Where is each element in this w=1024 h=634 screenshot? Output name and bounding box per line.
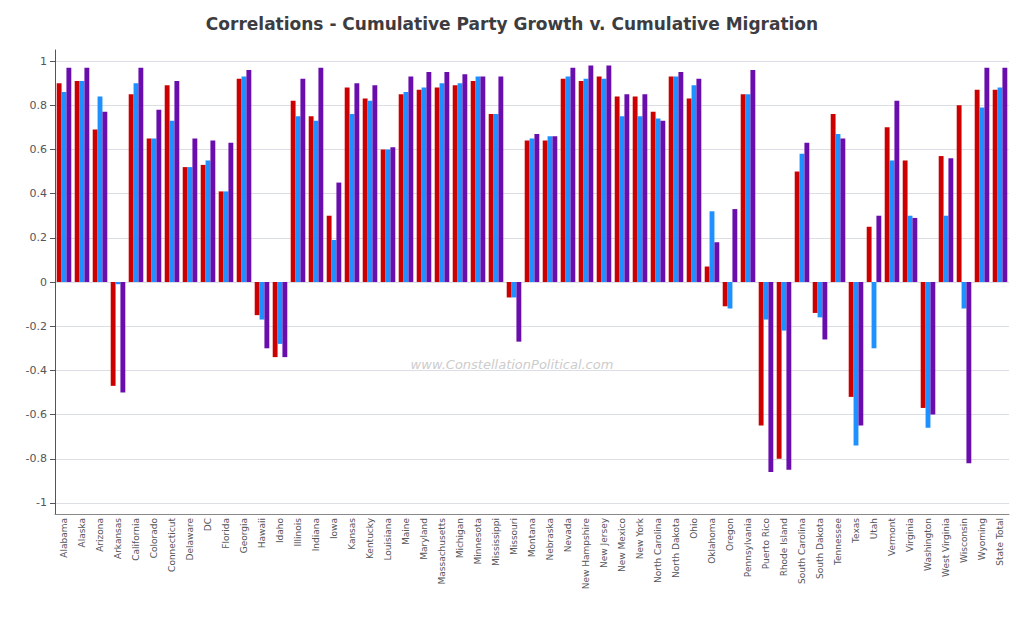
svg-text:Puerto Rico: Puerto Rico: [761, 518, 771, 570]
svg-text:Oklahoma: Oklahoma: [707, 518, 717, 564]
svg-text:0.2: 0.2: [30, 231, 48, 244]
svg-text:0: 0: [40, 276, 47, 289]
svg-text:www.ConstellationPolitical.com: www.ConstellationPolitical.com: [411, 357, 614, 372]
svg-text:Florida: Florida: [221, 518, 231, 549]
svg-text:-0.8: -0.8: [26, 452, 47, 465]
svg-text:New Hampshire: New Hampshire: [581, 518, 591, 590]
svg-text:South Dakota: South Dakota: [815, 518, 825, 579]
svg-text:0.4: 0.4: [30, 187, 48, 200]
svg-text:New Jersey: New Jersey: [599, 517, 609, 568]
svg-text:North Dakota: North Dakota: [671, 518, 681, 578]
svg-text:Louisiana: Louisiana: [383, 518, 393, 561]
svg-text:Nebraska: Nebraska: [545, 518, 555, 560]
svg-text:North Carolina: North Carolina: [653, 518, 663, 583]
svg-text:Oregon: Oregon: [725, 518, 735, 551]
svg-text:Texas: Texas: [851, 518, 861, 544]
svg-text:State Total: State Total: [995, 518, 1005, 566]
svg-text:Indiana: Indiana: [311, 518, 321, 551]
svg-text:Delaware: Delaware: [185, 518, 195, 561]
svg-text:Nevada: Nevada: [563, 518, 573, 552]
svg-text:Maryland: Maryland: [419, 518, 429, 560]
svg-text:Tennessee: Tennessee: [833, 518, 843, 566]
svg-text:Kansas: Kansas: [347, 518, 357, 550]
svg-text:Rhode Island: Rhode Island: [779, 518, 789, 576]
svg-text:California: California: [131, 518, 141, 561]
svg-text:DC: DC: [203, 518, 213, 531]
svg-text:0.6: 0.6: [30, 143, 48, 156]
svg-text:-0.2: -0.2: [26, 320, 47, 333]
svg-text:1: 1: [40, 55, 47, 68]
svg-text:Hawaii: Hawaii: [257, 518, 267, 548]
svg-text:Massachusetts: Massachusetts: [437, 518, 447, 585]
svg-text:Wisconsin: Wisconsin: [959, 518, 969, 563]
svg-text:Vermont: Vermont: [887, 518, 897, 557]
svg-text:Iowa: Iowa: [329, 518, 339, 539]
svg-text:West Virginia: West Virginia: [941, 518, 951, 577]
svg-text:Michigan: Michigan: [455, 518, 465, 558]
svg-text:Arkansas: Arkansas: [113, 518, 123, 559]
svg-text:Utah: Utah: [869, 518, 879, 539]
svg-text:Virginia: Virginia: [905, 518, 915, 552]
svg-text:Correlations - Cumulative Part: Correlations - Cumulative Party Growth v…: [206, 14, 818, 34]
svg-text:Alaska: Alaska: [77, 518, 87, 547]
svg-text:Kentucky: Kentucky: [365, 517, 375, 559]
svg-text:Missouri: Missouri: [509, 518, 519, 555]
svg-text:New York: New York: [635, 517, 645, 559]
svg-text:Mississippi: Mississippi: [491, 518, 501, 566]
svg-text:Illinois: Illinois: [293, 518, 303, 547]
svg-text:Colorado: Colorado: [149, 518, 159, 559]
svg-text:Maine: Maine: [401, 518, 411, 545]
svg-text:-0.6: -0.6: [26, 408, 47, 421]
svg-text:Alabama: Alabama: [59, 518, 69, 558]
svg-text:New Mexico: New Mexico: [617, 518, 627, 572]
svg-text:Pennsylvania: Pennsylvania: [743, 518, 753, 577]
svg-text:Washington: Washington: [923, 518, 933, 571]
svg-text:-0.4: -0.4: [26, 364, 47, 377]
svg-text:Wyoming: Wyoming: [977, 518, 987, 560]
svg-text:Montana: Montana: [527, 518, 537, 557]
svg-text:Ohio: Ohio: [689, 518, 699, 539]
svg-text:0.8: 0.8: [30, 99, 48, 112]
svg-text:Georgia: Georgia: [239, 518, 249, 553]
svg-text:South Carolina: South Carolina: [797, 518, 807, 584]
svg-text:Connecticut: Connecticut: [167, 518, 177, 572]
svg-text:Minnesota: Minnesota: [473, 518, 483, 564]
svg-text:Idaho: Idaho: [275, 518, 285, 544]
svg-text:Arizona: Arizona: [95, 518, 105, 552]
svg-text:-1: -1: [36, 496, 47, 509]
